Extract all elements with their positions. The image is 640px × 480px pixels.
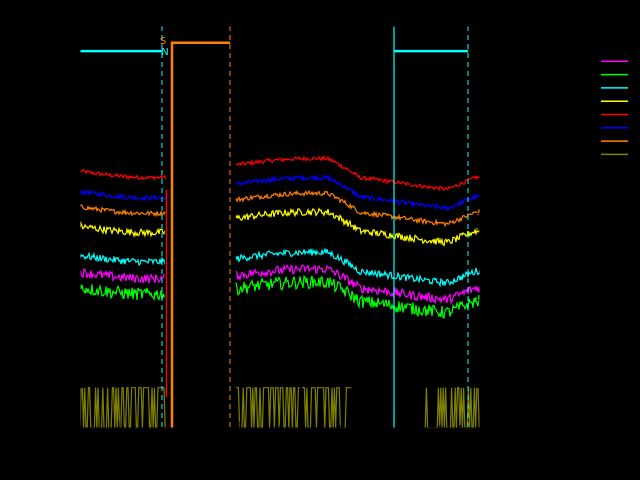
legend-label: 12 - 25 keV — [533, 69, 596, 82]
legend-label: 300 - 800 keV — [519, 122, 596, 135]
series-line-segment — [79, 267, 167, 284]
x-tick-label: 12:00 — [283, 437, 318, 451]
series-line-segment — [235, 274, 481, 319]
series-line-segment — [79, 187, 167, 202]
series-line-segment — [79, 309, 167, 331]
y-tick-label: 1000 — [46, 20, 77, 34]
series-line-segment — [235, 263, 481, 305]
legend-label: 3 - 6 keV — [547, 42, 596, 55]
y-tick-label: 100 — [54, 154, 77, 168]
y-axis-label-sup2: -1 — [22, 153, 31, 161]
series-line-segment — [79, 284, 167, 302]
x-tick-label: 12:15 — [343, 437, 378, 451]
series-line-segment — [235, 247, 481, 288]
y-axis-label-mid: detector — [23, 161, 37, 216]
legend-header-1: Det 1,3,4,5,6,9, — [544, 15, 630, 28]
x-tick-label: 11:30 — [163, 437, 198, 451]
series-line-segment — [236, 387, 300, 429]
series-line-segment — [235, 189, 481, 228]
chart-title: RHESSI Observing Summary Count Rates — [136, 5, 425, 21]
data-layer: SN — [79, 26, 481, 429]
x-tick-label: 12:30 — [403, 437, 438, 451]
y-tick-label: 10 — [62, 288, 77, 302]
x-axis-label: Start Time (25-Jun-07 11:05:02) — [184, 455, 376, 469]
saa-marker-label: S — [160, 36, 166, 47]
timestamp: 15-Oct-2021 18:47 — [561, 469, 637, 478]
y-axis-label-end: ) — [23, 149, 37, 154]
x-tick-label: 11:15 — [103, 437, 138, 451]
saa-flag-bar — [170, 41, 230, 428]
axes: 11:15 11:30 11:45 12:00 12:15 12:30 12:45 1 10 10… — [46, 20, 497, 451]
legend-label: 100 - 300 keV — [519, 109, 596, 122]
x-tick-label: 11:45 — [223, 437, 258, 451]
legend-header-2: FDecim 1, Att 0 — [545, 28, 630, 41]
series-line-segment — [235, 173, 481, 212]
series-line-segment — [79, 221, 167, 238]
legend-label: 6 - 12 keV — [540, 55, 596, 68]
legend-label: 50 - 100 keV — [526, 95, 596, 108]
legend-label: 800 - 7000 keV — [512, 135, 596, 148]
series-line-segment — [235, 154, 481, 192]
y-axis-label-sup1: -1 — [22, 216, 31, 224]
series-line-segment — [235, 314, 481, 361]
legend-label: 7000 - 15000 keV — [498, 148, 596, 161]
legend: Det 1,3,4,5,6,9, FDecim 1, Att 0 3 - 6 k… — [498, 15, 630, 161]
x-tick-label: 12:45 — [463, 437, 498, 451]
night-marker-label: N — [161, 47, 168, 58]
plot-area — [80, 26, 480, 428]
series-line-segment — [79, 168, 167, 182]
series-line-segment — [79, 251, 167, 267]
y-axis-label-main: Count Rate (s — [23, 224, 37, 306]
series-line-segment — [79, 204, 167, 218]
series-line-segment — [235, 207, 481, 247]
y-tick-label: 1 — [69, 422, 77, 436]
legend-label: 25 - 50 keV — [533, 82, 596, 95]
y-axis-label: Count Rate (s-1 detector-1) — [22, 149, 37, 306]
